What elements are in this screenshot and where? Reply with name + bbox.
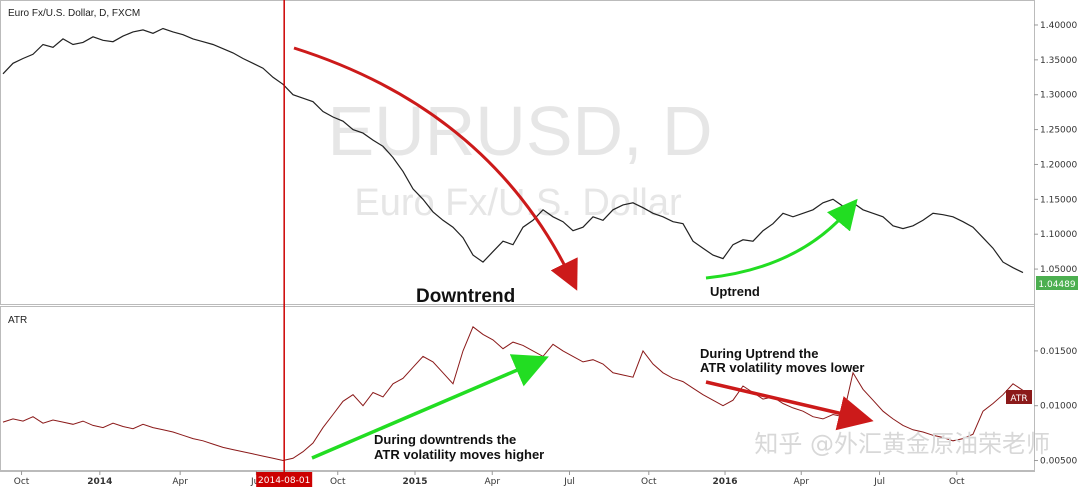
atr-uptrend-note-line2: ATR volatility moves lower — [700, 360, 864, 375]
atr-rising-arrow — [311, 354, 549, 460]
atr-y-axis: 0.01500 0.01000 0.00500 — [1034, 347, 1077, 467]
atr-y-tick-label: 0.00500 — [1040, 457, 1077, 467]
uptrend-arrow — [705, 198, 858, 280]
uptrend-label: Uptrend — [710, 284, 760, 299]
x-tick-label: 2015 — [402, 477, 427, 487]
x-axis: Oct 2014 Apr Jul Oct 2015 Apr Jul Oct 2016 Apr Jul O… — [14, 471, 965, 487]
atr-y-tick-label: 0.01000 — [1040, 402, 1077, 412]
x-tick-label: Oct — [14, 477, 30, 487]
atr-panel-title: ATR — [8, 315, 27, 326]
x-tick-label: Oct — [330, 477, 346, 487]
date-marker-label: 2014-08-01 — [258, 476, 310, 486]
price-y-tick-label: 1.05000 — [1040, 265, 1077, 275]
x-tick-label: Oct — [949, 477, 965, 487]
symbol-watermark: EURUSD, D — [327, 92, 712, 170]
date-marker-badge — [256, 472, 313, 487]
price-y-tick-label: 1.30000 — [1040, 91, 1077, 101]
price-y-tick-label: 1.15000 — [1040, 195, 1077, 205]
atr-value-badge — [1006, 390, 1032, 404]
atr-uptrend-note-line1: During Uptrend the — [700, 346, 818, 361]
price-y-axis: 1.40000 1.35000 1.30000 1.25000 1.20000 1.150… — [1034, 21, 1077, 275]
last-price-badge — [1036, 276, 1078, 290]
atr-badge-label: ATR — [1010, 394, 1027, 404]
price-y-tick-label: 1.20000 — [1040, 160, 1077, 170]
x-tick-label: Jul — [563, 477, 575, 487]
downtrend-arrow — [293, 46, 578, 291]
x-tick-label: Jul — [873, 477, 885, 487]
x-tick-label: Oct — [641, 477, 657, 487]
x-tick-label: Jul — [250, 477, 262, 487]
atr-series-line — [2, 326, 1024, 462]
downtrend-label: Downtrend — [416, 286, 515, 307]
last-price-label: 1.04489 — [1038, 280, 1075, 290]
symbol-watermark-subtitle: Euro Fx/U.S. Dollar — [354, 182, 682, 224]
atr-downtrend-note-line1: During downtrends the — [374, 432, 516, 447]
atr-falling-arrow — [705, 380, 874, 431]
author-watermark: 知乎 @外汇黄金原油荣老师 — [754, 430, 1050, 458]
x-tick-label: Apr — [484, 477, 500, 487]
x-tick-label: Apr — [172, 477, 188, 487]
atr-downtrend-note-line2: ATR volatility moves higher — [374, 447, 544, 462]
x-tick-label: Apr — [793, 477, 809, 487]
x-tick-label: 2016 — [712, 477, 737, 487]
x-tick-label: 2014 — [87, 477, 112, 487]
price-y-tick-label: 1.25000 — [1040, 126, 1077, 136]
price-chart-title: Euro Fx/U.S. Dollar, D, FXCM — [8, 8, 140, 19]
price-y-tick-label: 1.40000 — [1040, 21, 1077, 31]
price-y-tick-label: 1.35000 — [1040, 56, 1077, 66]
price-y-tick-label: 1.10000 — [1040, 230, 1077, 240]
atr-y-tick-label: 0.01500 — [1040, 347, 1077, 357]
